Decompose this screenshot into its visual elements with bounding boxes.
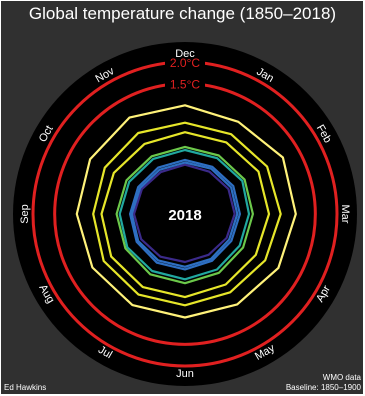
trace-2010s — [75, 104, 297, 319]
ring-label: 2.0°C — [170, 56, 200, 70]
chart-title: Global temperature change (1850–2018) — [28, 4, 337, 23]
trace-2000s — [92, 121, 282, 307]
trace-1910s — [129, 158, 241, 271]
credit-source: WMO data — [322, 373, 361, 382]
center-year-label: 2018 — [168, 207, 201, 224]
credit-author: Ed Hawkins — [4, 383, 47, 392]
month-label-jun: Jun — [176, 368, 194, 380]
month-label-dec: Dec — [175, 48, 195, 60]
chart-disc — [13, 42, 357, 386]
ring-label-backdrop — [165, 54, 205, 69]
credit-baseline: Baseline: 1850–1900 — [285, 383, 361, 392]
trace-1940s — [118, 148, 251, 281]
trace-1880s — [130, 161, 239, 268]
month-label-sep: Sep — [19, 204, 31, 224]
trace-1850s — [132, 163, 236, 264]
ring-label-backdrop — [165, 75, 205, 91]
temperature-traces — [75, 104, 297, 319]
month-label-mar: Mar — [339, 205, 351, 224]
ring-label: 1.5°C — [170, 78, 200, 92]
trace-1970s — [115, 145, 254, 285]
trace-1990s — [100, 131, 271, 299]
reference-rings: 1.5°C 2.0°C — [31, 54, 339, 368]
